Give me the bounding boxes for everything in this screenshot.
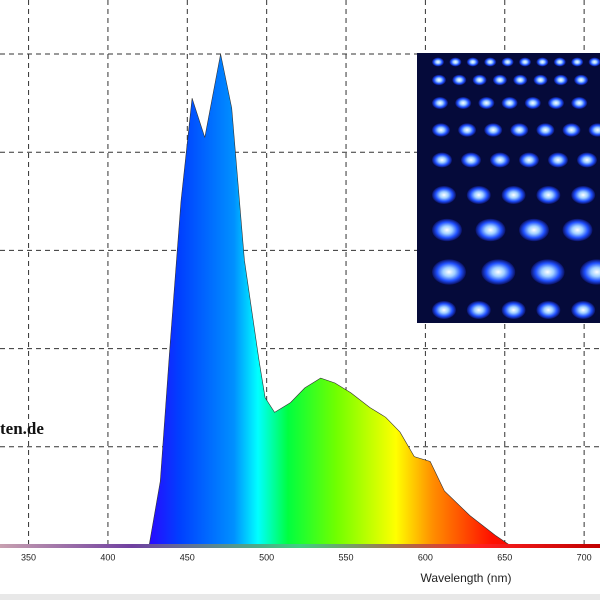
led <box>432 152 452 168</box>
led <box>484 57 497 67</box>
watermark: ten.de <box>0 419 44 438</box>
led <box>478 97 495 109</box>
spectrum-area <box>12 53 585 546</box>
led <box>490 152 510 168</box>
led <box>579 259 600 285</box>
led <box>519 152 539 168</box>
led <box>501 57 514 67</box>
x-tick-label: 500 <box>259 552 274 562</box>
led <box>432 259 466 285</box>
x-axis-label: Wavelength (nm) <box>421 571 512 585</box>
x-tick-label: 600 <box>418 552 433 562</box>
plot <box>12 53 585 546</box>
x-tick-label: 450 <box>180 552 195 562</box>
x-tick-label: 650 <box>497 552 512 562</box>
led <box>553 57 566 67</box>
led <box>588 123 600 137</box>
led <box>548 152 568 168</box>
led <box>466 301 491 319</box>
led <box>432 218 462 242</box>
led <box>536 186 561 204</box>
x-tick-label: 550 <box>339 552 354 562</box>
led <box>432 97 448 109</box>
led <box>455 97 472 109</box>
led <box>536 301 561 319</box>
led <box>461 152 481 168</box>
x-tick-label: 350 <box>21 552 36 562</box>
led-array <box>432 57 600 319</box>
led <box>432 123 450 137</box>
led <box>472 74 487 86</box>
led <box>562 123 581 137</box>
led <box>571 186 596 204</box>
x-tick-label: 700 <box>577 552 592 562</box>
led <box>513 74 528 86</box>
led <box>571 57 584 67</box>
led <box>466 186 491 204</box>
led <box>432 74 446 86</box>
led <box>432 301 456 319</box>
baseline-strip <box>0 544 600 548</box>
led <box>501 301 526 319</box>
led <box>458 123 477 137</box>
led <box>452 74 467 86</box>
led <box>530 259 565 285</box>
led <box>548 97 564 109</box>
bottom-bar <box>0 594 600 600</box>
led <box>553 74 568 86</box>
led <box>562 218 593 242</box>
led <box>588 57 600 67</box>
led <box>571 301 596 319</box>
led <box>492 74 507 86</box>
inset-photo <box>417 53 600 323</box>
led <box>466 57 479 67</box>
led <box>536 57 549 67</box>
led <box>501 186 526 204</box>
led <box>519 57 531 67</box>
led <box>574 74 589 86</box>
led <box>510 123 529 137</box>
led <box>432 57 444 67</box>
led <box>484 123 503 137</box>
led <box>432 186 456 204</box>
led <box>449 57 462 67</box>
led <box>475 218 506 242</box>
x-tick-label: 400 <box>100 552 115 562</box>
led <box>536 123 555 137</box>
led <box>533 74 548 86</box>
led <box>524 97 541 109</box>
led <box>501 97 518 109</box>
led <box>519 218 549 242</box>
led <box>577 152 597 168</box>
led <box>481 259 516 285</box>
led <box>571 97 588 109</box>
